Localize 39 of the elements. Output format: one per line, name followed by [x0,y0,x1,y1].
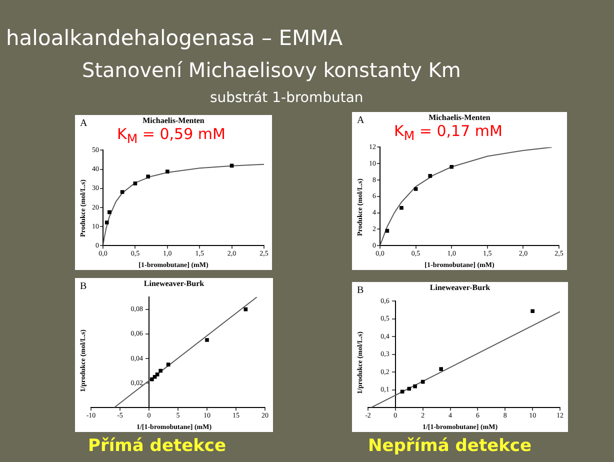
point [146,174,150,178]
text: substrát 1-brombutan [210,90,364,106]
text: B [80,281,87,292]
point [428,174,432,178]
point [120,190,124,194]
point [104,220,109,224]
text: A [80,118,88,129]
point [165,170,170,174]
point [108,210,112,214]
chart-title: Lineweaver-Burk [430,283,490,292]
point [150,377,154,382]
point [400,206,404,210]
point [420,380,425,384]
point [413,384,417,388]
point [230,164,234,168]
text: K$_{M}$ = 0,17 mM [394,122,502,143]
text: Stanovení Michaelisovy konstanty Km [82,58,461,82]
point [450,164,454,169]
point [414,187,418,191]
point [385,228,390,233]
point [205,338,209,342]
point [439,367,444,371]
text: haloalkandehalogenasa – EMMA [6,26,343,50]
point [407,386,412,391]
chart-title: Lineweaver-Burk [144,279,204,288]
point [166,362,170,367]
point [133,181,138,186]
text: Nepřímá detekce [368,436,532,456]
point [158,368,163,373]
text: A [357,115,364,126]
point [530,309,534,314]
point [400,390,404,394]
point [155,372,160,376]
point [152,374,157,379]
text: Přímá detekce [88,436,226,456]
chart-title: Michaelis-Menten [428,113,490,122]
text: K$_{M}$ = 0,59 mM [117,125,226,146]
text: B [357,285,364,296]
chart-title: Michaelis-Menten [142,116,204,125]
